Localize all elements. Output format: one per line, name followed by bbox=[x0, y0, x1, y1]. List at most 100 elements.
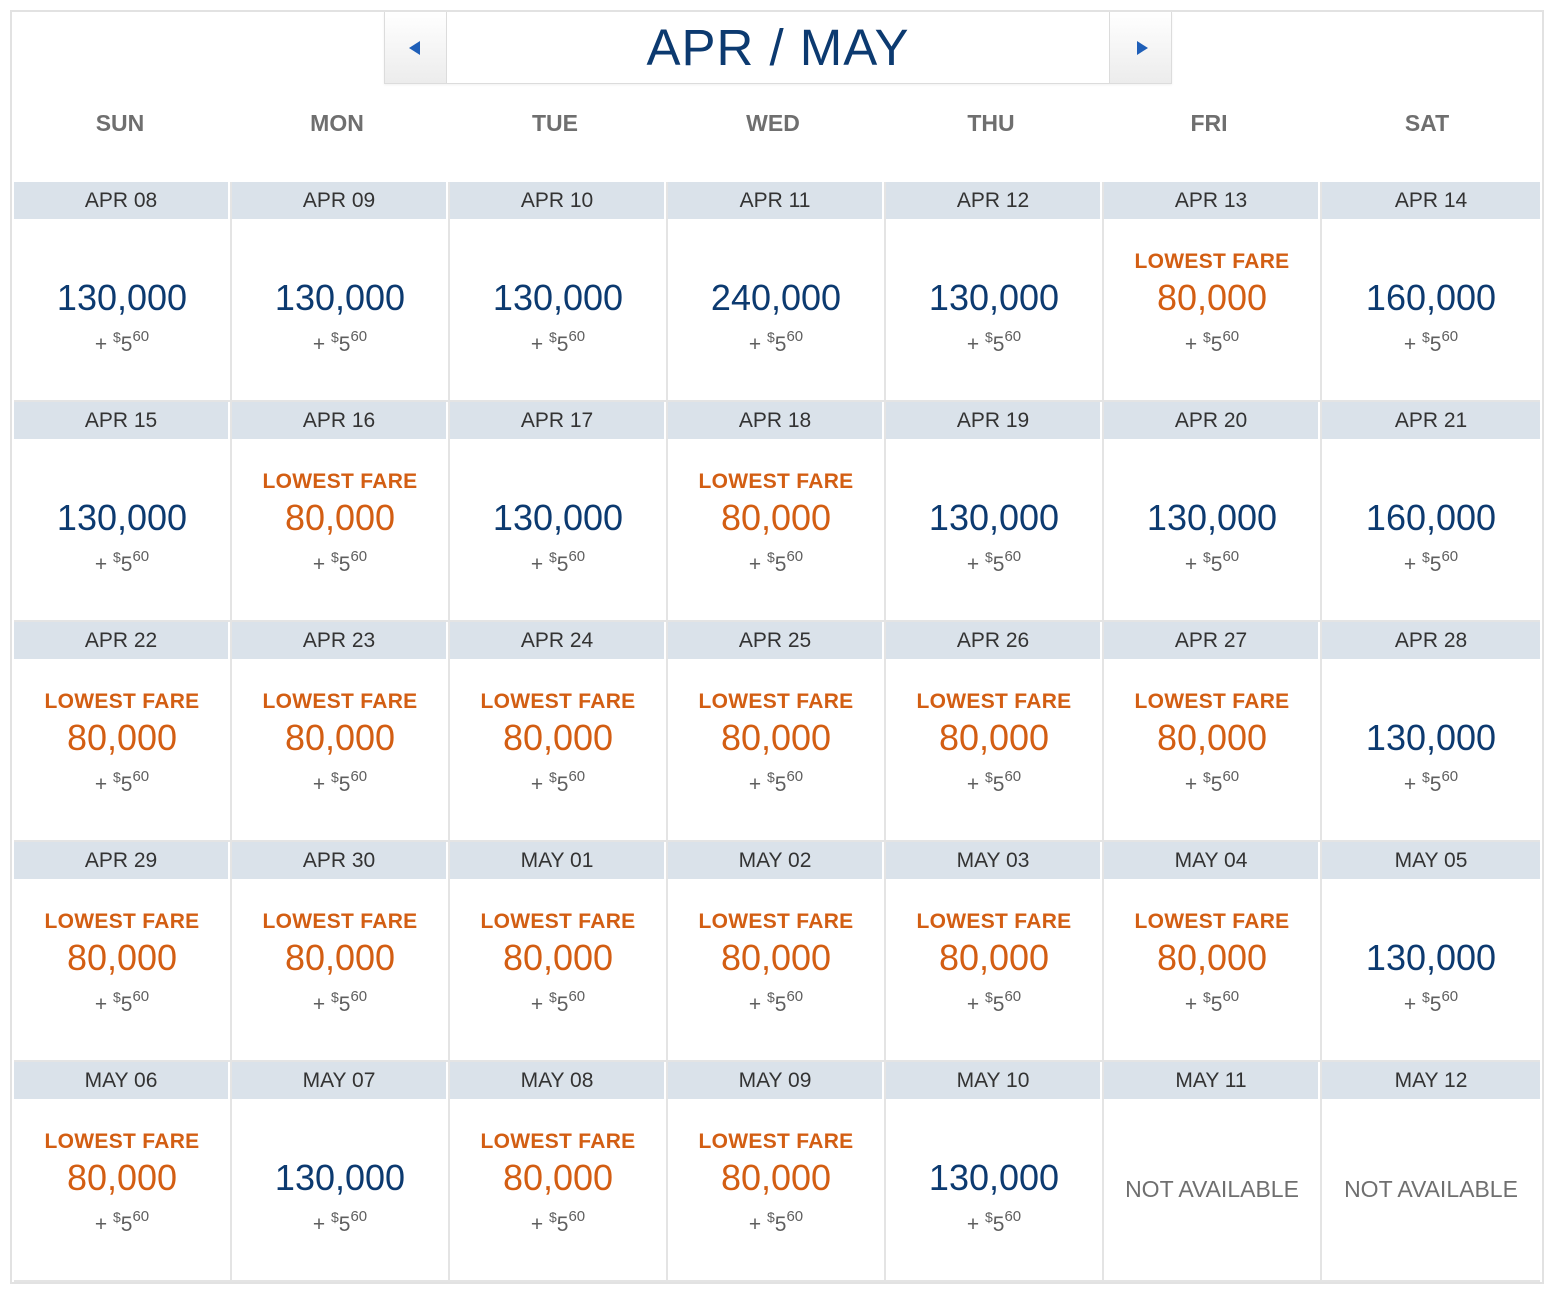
lowest-fare-badge: LOWEST FARE bbox=[916, 910, 1072, 933]
fare-day-cell[interactable]: APR 13 LOWEST FARE 80,000 + $560 bbox=[1104, 182, 1322, 402]
weekday-label: SAT bbox=[1404, 110, 1450, 136]
fare-day-cell[interactable]: APR 18 LOWEST FARE 80,000 + $560 bbox=[668, 402, 886, 622]
fare-day-cell[interactable]: APR 12 130,000 + $560 bbox=[886, 182, 1104, 402]
fare-day-cell[interactable]: MAY 03 LOWEST FARE 80,000 + $560 bbox=[886, 842, 1104, 1062]
fare-day-cell[interactable]: APR 26 LOWEST FARE 80,000 + $560 bbox=[886, 622, 1104, 842]
fare-day-cell[interactable]: APR 10 130,000 + $560 bbox=[450, 182, 668, 402]
fare-day-cell[interactable]: MAY 04 LOWEST FARE 80,000 + $560 bbox=[1104, 842, 1322, 1062]
fee-prefix: + bbox=[1184, 553, 1198, 576]
fare-price: 80,000 bbox=[938, 717, 1050, 758]
unavailable-day-cell: MAY 12 NOT AVAILABLE bbox=[1322, 1062, 1540, 1282]
fee-dollars: 5 bbox=[1210, 333, 1223, 356]
fee-currency: $ bbox=[984, 769, 993, 785]
next-month-button[interactable] bbox=[1109, 12, 1171, 83]
weekday-label: THU bbox=[967, 110, 1015, 136]
fee-cents: 60 bbox=[568, 1208, 586, 1225]
previous-month-button[interactable] bbox=[385, 12, 447, 83]
fare-day-cell[interactable]: APR 25 LOWEST FARE 80,000 + $560 bbox=[668, 622, 886, 842]
lowest-fare-badge: LOWEST FARE bbox=[480, 690, 636, 713]
fare-price: 80,000 bbox=[66, 717, 178, 758]
fare-day-cell[interactable]: MAY 06 LOWEST FARE 80,000 + $560 bbox=[14, 1062, 232, 1282]
fare-day-cell[interactable]: MAY 08 LOWEST FARE 80,000 + $560 bbox=[450, 1062, 668, 1282]
fare-day-cell[interactable]: APR 09 130,000 + $560 bbox=[232, 182, 450, 402]
fee-currency: $ bbox=[112, 549, 121, 565]
day-date-label: APR 25 bbox=[668, 622, 884, 659]
fare-day-cell[interactable]: APR 28 130,000 + $560 bbox=[1322, 622, 1540, 842]
fare-price: 130,000 bbox=[274, 1157, 406, 1198]
fare-day-cell[interactable]: APR 20 130,000 + $560 bbox=[1104, 402, 1322, 622]
fare-price: 80,000 bbox=[502, 717, 614, 758]
fare-day-cell[interactable]: APR 11 240,000 + $560 bbox=[668, 182, 886, 402]
fee-cents: 60 bbox=[1004, 988, 1022, 1005]
day-date-label: MAY 08 bbox=[450, 1062, 666, 1099]
fee-cents: 60 bbox=[132, 1208, 150, 1225]
month-navigation: APR / MAY bbox=[384, 12, 1172, 84]
fee-currency: $ bbox=[984, 1209, 993, 1225]
day-date-label: APR 11 bbox=[668, 182, 884, 219]
fare-price: 80,000 bbox=[66, 1157, 178, 1198]
weekday-label: FRI bbox=[1190, 110, 1228, 136]
fee-dollars: 5 bbox=[774, 553, 787, 576]
fee-amount: + $560 bbox=[1322, 328, 1540, 357]
day-date-label: APR 15 bbox=[14, 402, 230, 439]
fare-day-cell[interactable]: MAY 09 LOWEST FARE 80,000 + $560 bbox=[668, 1062, 886, 1282]
fee-prefix: + bbox=[312, 993, 326, 1016]
day-date-label: APR 12 bbox=[886, 182, 1102, 219]
fee-prefix: + bbox=[748, 1213, 762, 1236]
fee-cents: 60 bbox=[350, 548, 368, 565]
fee-prefix: + bbox=[1403, 993, 1417, 1016]
fare-day-cell[interactable]: APR 19 130,000 + $560 bbox=[886, 402, 1104, 622]
fare-day-cell[interactable]: APR 30 LOWEST FARE 80,000 + $560 bbox=[232, 842, 450, 1062]
fare-day-cell[interactable]: APR 14 160,000 + $560 bbox=[1322, 182, 1540, 402]
fare-day-cell[interactable]: MAY 01 LOWEST FARE 80,000 + $560 bbox=[450, 842, 668, 1062]
fare-price: 130,000 bbox=[928, 1157, 1060, 1198]
fare-price: 80,000 bbox=[720, 497, 832, 538]
day-date-label: APR 28 bbox=[1322, 622, 1540, 659]
fee-prefix: + bbox=[748, 993, 762, 1016]
weekday-label: WED bbox=[746, 110, 800, 136]
fare-day-cell[interactable]: APR 15 130,000 + $560 bbox=[14, 402, 232, 622]
lowest-fare-badge: LOWEST FARE bbox=[262, 470, 418, 493]
fare-day-cell[interactable]: APR 29 LOWEST FARE 80,000 + $560 bbox=[14, 842, 232, 1062]
fee-cents: 60 bbox=[786, 988, 804, 1005]
fare-day-cell[interactable]: MAY 02 LOWEST FARE 80,000 + $560 bbox=[668, 842, 886, 1062]
fee-amount: + $560 bbox=[668, 328, 884, 357]
fee-dollars: 5 bbox=[992, 1213, 1005, 1236]
fare-day-cell[interactable]: APR 17 130,000 + $560 bbox=[450, 402, 668, 622]
fare-day-cell[interactable]: APR 22 LOWEST FARE 80,000 + $560 bbox=[14, 622, 232, 842]
fee-dollars: 5 bbox=[338, 1213, 351, 1236]
day-date-label: APR 19 bbox=[886, 402, 1102, 439]
fee-currency: $ bbox=[766, 1209, 775, 1225]
fare-price: 80,000 bbox=[284, 937, 396, 978]
fare-day-cell[interactable]: APR 21 160,000 + $560 bbox=[1322, 402, 1540, 622]
fare-day-cell[interactable]: APR 23 LOWEST FARE 80,000 + $560 bbox=[232, 622, 450, 842]
fare-price: 80,000 bbox=[1156, 717, 1268, 758]
fee-prefix: + bbox=[966, 553, 980, 576]
fee-dollars: 5 bbox=[774, 1213, 787, 1236]
fare-day-cell[interactable]: APR 08 130,000 + $560 bbox=[14, 182, 232, 402]
not-available-label: NOT AVAILABLE bbox=[1125, 1176, 1299, 1202]
fee-amount: + $560 bbox=[232, 768, 448, 797]
fare-price: 160,000 bbox=[1365, 277, 1497, 318]
day-date-label: MAY 12 bbox=[1322, 1062, 1540, 1099]
fare-day-cell[interactable]: MAY 07 130,000 + $560 bbox=[232, 1062, 450, 1282]
fare-day-cell[interactable]: APR 27 LOWEST FARE 80,000 + $560 bbox=[1104, 622, 1322, 842]
fare-day-cell[interactable]: APR 16 LOWEST FARE 80,000 + $560 bbox=[232, 402, 450, 622]
weekday-header: SUN MON TUE WED THU FRI SAT bbox=[12, 110, 1542, 150]
fee-amount: + $560 bbox=[450, 768, 666, 797]
fare-day-cell[interactable]: APR 24 LOWEST FARE 80,000 + $560 bbox=[450, 622, 668, 842]
fee-cents: 60 bbox=[1222, 988, 1240, 1005]
fee-currency: $ bbox=[766, 989, 775, 1005]
fare-day-cell[interactable]: MAY 10 130,000 + $560 bbox=[886, 1062, 1104, 1282]
fee-dollars: 5 bbox=[1429, 553, 1442, 576]
calendar-week-row: APR 15 130,000 + $560 APR 16 LOWEST FARE 80,0… bbox=[14, 402, 1542, 622]
day-date-label: MAY 10 bbox=[886, 1062, 1102, 1099]
fee-currency: $ bbox=[1421, 769, 1430, 785]
fee-amount: + $560 bbox=[14, 768, 230, 797]
fee-cents: 60 bbox=[1004, 768, 1022, 785]
fee-cents: 60 bbox=[568, 548, 586, 565]
fee-cents: 60 bbox=[350, 768, 368, 785]
fare-day-cell[interactable]: MAY 05 130,000 + $560 bbox=[1322, 842, 1540, 1062]
fare-price: 130,000 bbox=[56, 497, 188, 538]
fee-prefix: + bbox=[94, 773, 108, 796]
